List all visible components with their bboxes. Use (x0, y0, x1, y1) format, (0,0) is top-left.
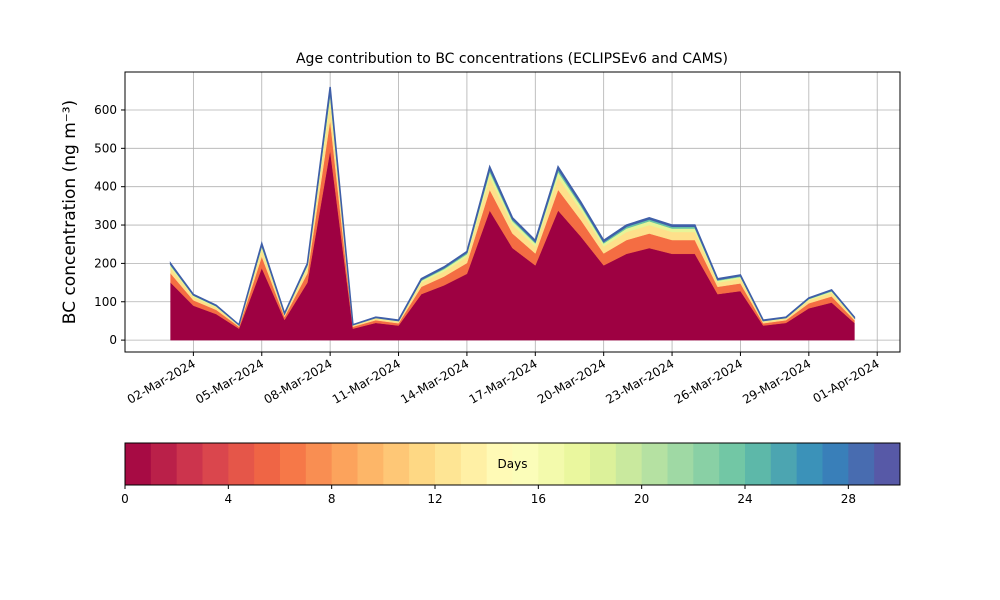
colorbar-swatch (848, 443, 875, 485)
colorbar-swatch (719, 443, 746, 485)
colorbar-swatch (564, 443, 591, 485)
colorbar-swatch (409, 443, 436, 485)
y-tick-label: 500 (94, 141, 117, 155)
colorbar-swatch (538, 443, 565, 485)
colorbar-swatch (383, 443, 410, 485)
colorbar-swatch (280, 443, 307, 485)
colorbar-swatch (228, 443, 255, 485)
colorbar-swatch (357, 443, 384, 485)
colorbar-swatch (331, 443, 358, 485)
colorbar-tick-label: 24 (737, 492, 752, 506)
colorbar-swatch (254, 443, 281, 485)
colorbar-tick-label: 4 (225, 492, 233, 506)
y-tick-label: 0 (109, 333, 117, 347)
colorbar-swatch (667, 443, 694, 485)
colorbar-swatch (486, 443, 513, 485)
colorbar-swatch (874, 443, 901, 485)
y-tick-label: 200 (94, 256, 117, 270)
y-axis-label: BC concentration (ng m⁻³) (60, 100, 80, 324)
colorbar-tick-label: 20 (634, 492, 649, 506)
colorbar-swatch (150, 443, 178, 485)
colorbar-tick-label: 8 (328, 492, 336, 506)
colorbar-label: Days (498, 457, 528, 471)
y-tick-label: 300 (94, 218, 117, 232)
y-tick-label: 600 (94, 103, 117, 117)
colorbar-swatch (615, 443, 643, 485)
colorbar-swatch (641, 443, 668, 485)
colorbar-swatch (125, 443, 152, 485)
colorbar-frame (124, 442, 901, 486)
colorbar-swatch (512, 443, 539, 485)
chart-title: Age contribution to BC concentrations (E… (296, 51, 728, 67)
colorbar-swatch (305, 443, 333, 485)
plot-frame (124, 71, 901, 353)
colorbar-swatch (435, 443, 462, 485)
colorbar-swatch (745, 443, 772, 485)
y-tick-label: 400 (94, 180, 117, 194)
colorbar-swatch (176, 443, 203, 485)
colorbar-swatch (202, 443, 229, 485)
colorbar-tick-label: 0 (121, 492, 129, 506)
colorbar-swatch (590, 443, 617, 485)
colorbar-tick-label: 16 (531, 492, 546, 506)
colorbar-swatch (796, 443, 823, 485)
areas (169, 86, 856, 341)
colorbar-swatch (822, 443, 849, 485)
area (169, 86, 856, 327)
colorbar-tick-label: 28 (841, 492, 856, 506)
colorbar-swatch (693, 443, 720, 485)
y-tick-label: 100 (94, 295, 117, 309)
colorbar-swatch (770, 443, 798, 485)
colorbar-tick-label: 12 (427, 492, 442, 506)
colorbar-swatch (460, 443, 488, 485)
